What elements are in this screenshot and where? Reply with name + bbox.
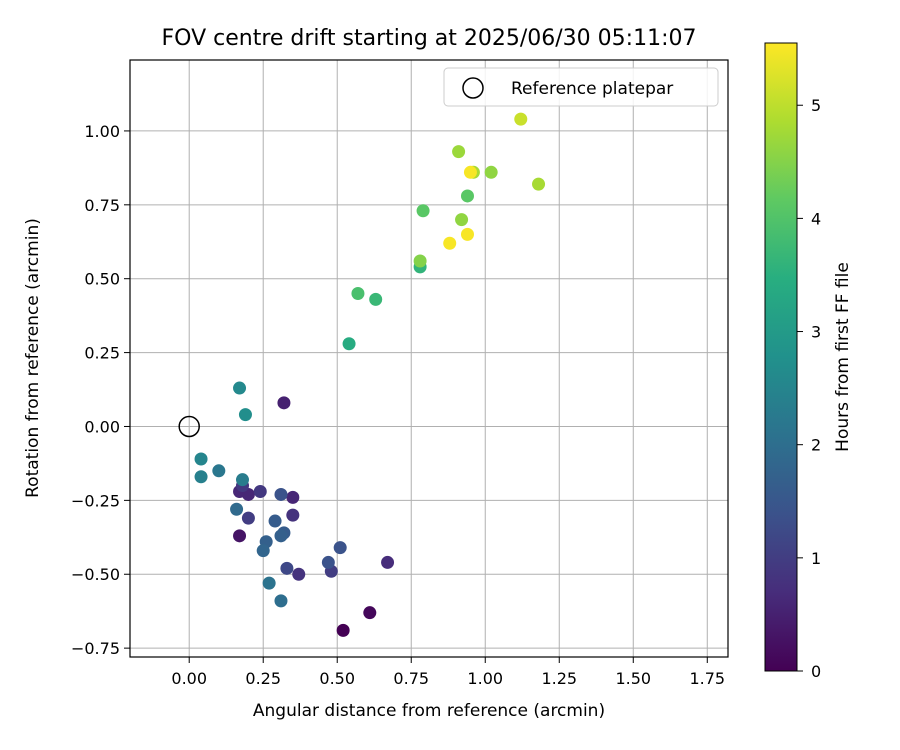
data-point (292, 567, 306, 581)
data-point (455, 213, 469, 227)
reference-point-marker (178, 415, 200, 438)
y-tick-label: −0.50 (71, 565, 120, 584)
data-point (274, 594, 288, 608)
x-axis: 0.00 0.25 0.50 0.75 1.00 1.25 1.50 1.75 (171, 657, 725, 688)
data-point (363, 606, 377, 620)
colorbar-label: Hours from first FF file (833, 262, 853, 452)
colorbar-tick-label: 4 (811, 209, 821, 228)
y-tick-label: 0.75 (84, 196, 120, 215)
data-point (253, 484, 267, 498)
x-tick-label: 1.50 (615, 669, 651, 688)
data-point (212, 464, 226, 478)
y-tick-label: −0.25 (71, 491, 120, 510)
data-point (233, 381, 247, 395)
data-point (230, 502, 244, 516)
data-point (381, 555, 395, 569)
data-point (194, 452, 208, 466)
y-axis-label: Rotation from reference (arcmin) (23, 218, 43, 498)
y-tick-label: 0.50 (84, 270, 120, 289)
data-point (484, 165, 498, 179)
data-point (268, 514, 282, 528)
data-point (460, 227, 474, 241)
y-tick-label: 0.00 (84, 417, 120, 436)
legend-label-reference: Reference platepar (511, 79, 673, 99)
x-tick-label: 0.00 (171, 669, 207, 688)
data-point (532, 177, 546, 191)
x-tick-label: 1.75 (689, 669, 725, 688)
data-point (194, 470, 208, 484)
data-point (238, 408, 252, 422)
x-tick-label: 1.00 (467, 669, 503, 688)
colorbar-tick-label: 0 (811, 662, 821, 681)
data-point (413, 254, 427, 268)
data-point (369, 292, 383, 306)
data-point (233, 529, 247, 543)
data-point (333, 541, 347, 555)
x-tick-label: 0.50 (319, 669, 355, 688)
data-point (463, 165, 477, 179)
data-point (416, 204, 430, 218)
data-point (262, 576, 276, 590)
colorbar-tick-label: 5 (811, 96, 821, 115)
colorbar: 0 1 2 3 4 5 Hours from first FF file (764, 42, 853, 681)
data-point (286, 490, 300, 504)
data-point (460, 189, 474, 203)
data-point (286, 508, 300, 522)
data-point (280, 561, 294, 575)
plot-frame (129, 59, 729, 658)
y-axis: −0.75 −0.50 −0.25 0.00 0.25 0.50 0.75 1.00 (71, 122, 130, 658)
x-tick-label: 0.75 (393, 669, 429, 688)
colorbar-gradient (764, 42, 798, 672)
data-point (235, 473, 249, 487)
y-tick-label: −0.75 (71, 639, 120, 658)
legend: Reference platepar (443, 67, 719, 107)
data-point (256, 544, 270, 558)
colorbar-ticks: 0 1 2 3 4 5 (797, 96, 821, 681)
colorbar-tick-label: 2 (811, 436, 821, 455)
chart-title: FOV centre drift starting at 2025/06/30 … (162, 26, 697, 51)
x-tick-label: 0.25 (245, 669, 281, 688)
data-point (241, 511, 255, 525)
data-point (321, 555, 335, 569)
data-point (514, 112, 528, 126)
data-point (443, 236, 457, 250)
data-point (336, 623, 350, 637)
data-point (452, 145, 466, 159)
data-points (194, 112, 546, 637)
data-point (342, 337, 356, 351)
legend-box (443, 67, 719, 107)
data-point (351, 286, 365, 300)
x-tick-label: 1.25 (541, 669, 577, 688)
data-point (274, 529, 288, 543)
legend-marker-open-circle (462, 77, 484, 99)
grid (130, 60, 728, 657)
x-axis-label: Angular distance from reference (arcmin) (253, 701, 605, 721)
colorbar-tick-label: 1 (811, 549, 821, 568)
data-point (277, 396, 291, 410)
y-tick-label: 0.25 (84, 344, 120, 363)
y-tick-label: 1.00 (84, 122, 120, 141)
colorbar-tick-label: 3 (811, 323, 821, 342)
data-point (274, 487, 288, 501)
